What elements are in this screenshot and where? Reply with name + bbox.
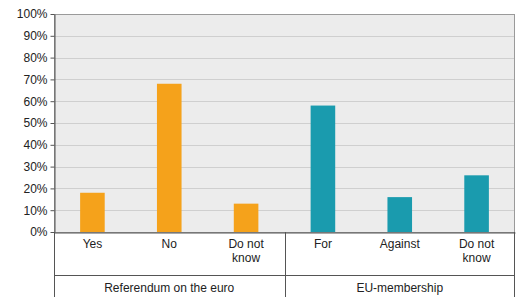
y-tick: 50% bbox=[23, 116, 54, 130]
y-tick-mark bbox=[51, 167, 55, 168]
x-tick: Do notknow bbox=[228, 233, 264, 266]
x-tick-label-line: Do not bbox=[459, 237, 495, 251]
y-tick: 100% bbox=[17, 7, 55, 21]
bar bbox=[387, 197, 412, 232]
group-separators bbox=[54, 232, 515, 297]
plot-frame bbox=[55, 15, 515, 233]
y-tick-mark bbox=[51, 14, 55, 15]
y-tick-label: 50% bbox=[23, 116, 47, 130]
y-tick: 70% bbox=[23, 73, 54, 87]
x-tick-label-line: Do not bbox=[228, 237, 264, 251]
x-tick: Yes bbox=[83, 233, 103, 252]
y-tick: 90% bbox=[23, 29, 54, 43]
y-tick-label: 0% bbox=[30, 225, 48, 239]
grid-line bbox=[54, 145, 515, 146]
bar bbox=[464, 175, 489, 232]
x-tick-label: Yes bbox=[83, 237, 103, 251]
grid-line bbox=[54, 210, 515, 211]
y-tick-label: 90% bbox=[23, 29, 47, 43]
y-tick-mark bbox=[51, 123, 55, 124]
grid-line bbox=[54, 79, 515, 80]
grid-line bbox=[54, 123, 515, 124]
bar bbox=[311, 106, 336, 232]
group-label: Referendum on the euro bbox=[104, 281, 234, 295]
y-tick-label: 20% bbox=[23, 182, 47, 196]
y-tick-label: 40% bbox=[23, 138, 47, 152]
y-tick: 80% bbox=[23, 51, 54, 65]
grid-line bbox=[54, 188, 515, 189]
x-tick: No bbox=[162, 233, 178, 252]
x-tick-label: Do notknow bbox=[228, 237, 264, 265]
x-tick-label: Do notknow bbox=[459, 237, 495, 265]
x-tick-label-line: know bbox=[232, 251, 260, 265]
x-tick: Do notknow bbox=[459, 233, 495, 266]
group-separator bbox=[514, 232, 515, 297]
chart: 0% 10% 20% 30% 40% 50% 60% 70% 80% 90% 100% Yes No Do… bbox=[0, 0, 529, 302]
bars bbox=[80, 84, 489, 232]
x-tick-label-line: know bbox=[463, 251, 491, 265]
y-tick-label: 30% bbox=[23, 160, 47, 174]
y-tick-mark bbox=[51, 36, 55, 37]
plot-background bbox=[54, 14, 515, 232]
x-tick-label: Against bbox=[380, 237, 421, 251]
bar bbox=[157, 84, 182, 232]
group-labels: Referendum on the euro EU-membership bbox=[104, 281, 443, 295]
x-tick-label: For bbox=[314, 237, 332, 251]
y-tick-label: 70% bbox=[23, 73, 47, 87]
x-tick: Against bbox=[380, 233, 421, 252]
y-tick: 10% bbox=[23, 204, 54, 218]
group-separator bbox=[54, 232, 55, 297]
y-tick-label: 80% bbox=[23, 51, 47, 65]
bar bbox=[234, 204, 259, 232]
y-tick-mark bbox=[51, 210, 55, 211]
group-label: EU-membership bbox=[356, 281, 443, 295]
x-tick: For bbox=[314, 233, 332, 252]
y-tick-mark bbox=[51, 58, 55, 59]
group-divider bbox=[54, 275, 515, 276]
y-tick-label: 60% bbox=[23, 95, 47, 109]
y-tick-mark bbox=[51, 188, 55, 189]
y-axis-line bbox=[55, 15, 56, 233]
grid-line bbox=[54, 167, 515, 168]
y-tick: 20% bbox=[23, 182, 54, 196]
y-tick: 40% bbox=[23, 138, 54, 152]
y-axis: 0% 10% 20% 30% 40% 50% 60% 70% 80% 90% 100% bbox=[17, 7, 55, 239]
y-tick-mark bbox=[51, 145, 55, 146]
bar bbox=[80, 193, 105, 232]
y-tick-label: 100% bbox=[17, 7, 48, 21]
y-tick-mark bbox=[51, 232, 55, 233]
y-tick: 0% bbox=[30, 225, 54, 239]
y-tick: 60% bbox=[23, 95, 54, 109]
grid-line bbox=[54, 101, 515, 102]
grid-line bbox=[54, 58, 515, 59]
group-separator bbox=[285, 232, 286, 297]
grid bbox=[54, 15, 515, 233]
y-tick-mark bbox=[51, 101, 55, 102]
y-tick: 30% bbox=[23, 160, 54, 174]
y-tick-mark bbox=[51, 79, 55, 80]
x-tick-label: No bbox=[162, 237, 178, 251]
y-tick-label: 10% bbox=[23, 204, 47, 218]
grid-line bbox=[54, 36, 515, 37]
